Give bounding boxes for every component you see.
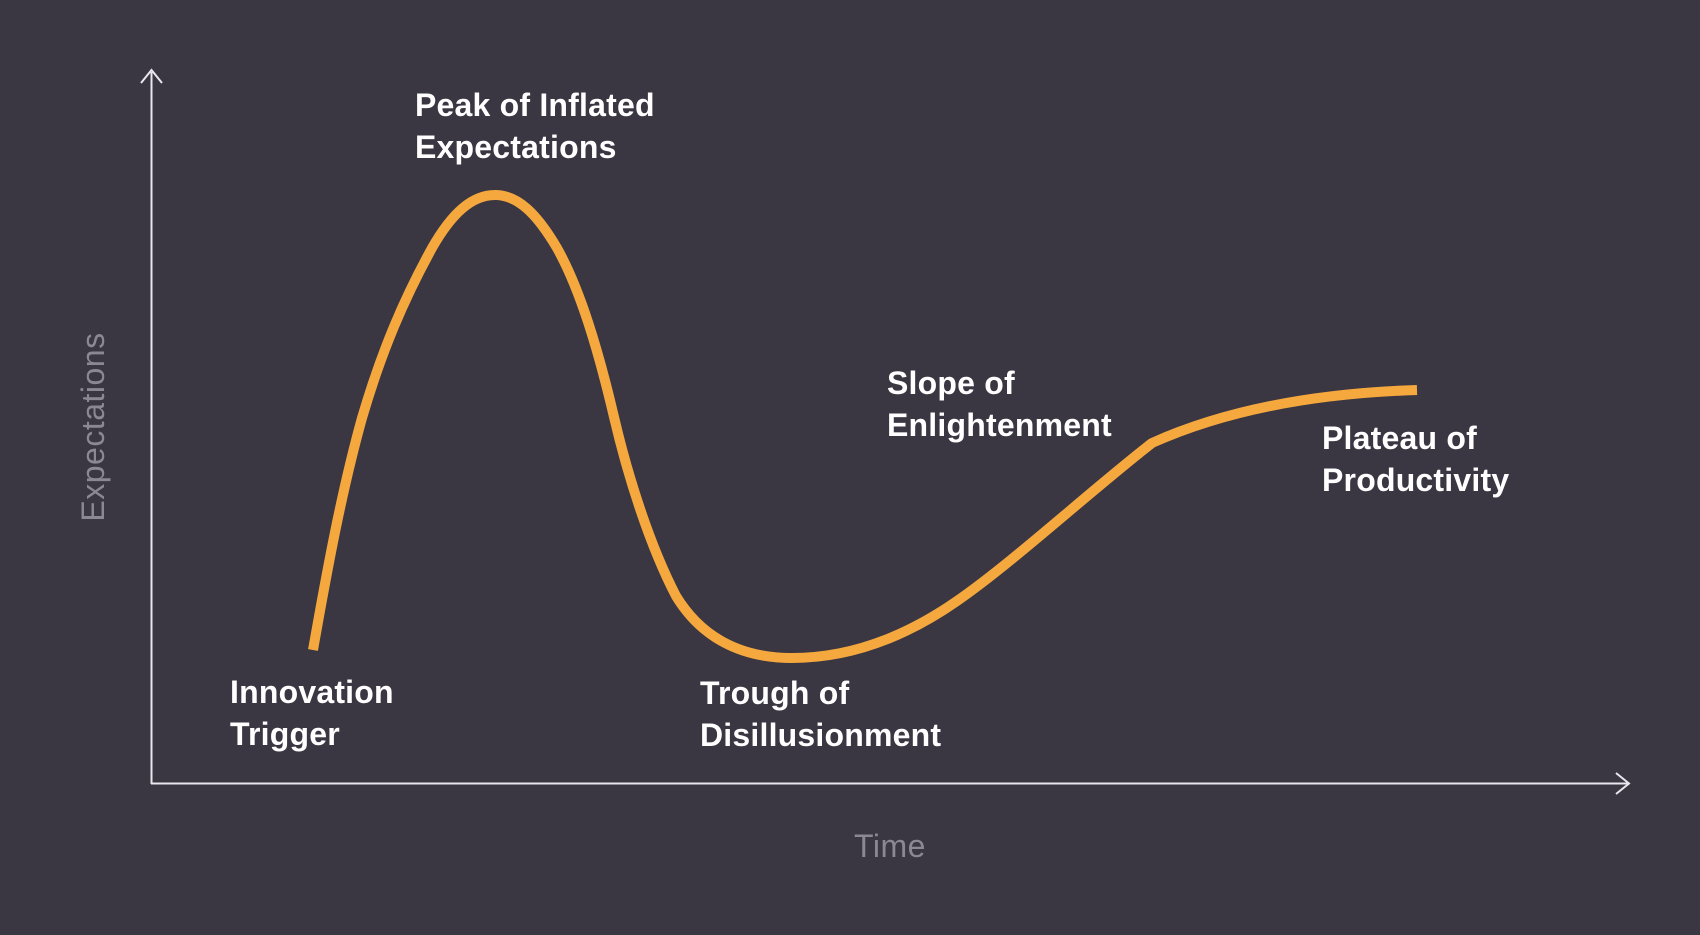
- x-axis-label-time: Time: [854, 828, 926, 864]
- y-axis-arrowhead-icon: [140, 68, 163, 84]
- y-axis-label-expectations: Expectations: [75, 332, 111, 522]
- phase-label-trough-of-disillusionment: Trough of Disillusionment: [700, 675, 942, 753]
- phase-label-peak-of-inflated-expectations: Peak of Inflated Expectations: [415, 87, 655, 165]
- hype-cycle-curve: [308, 190, 1418, 663]
- phase-label-slope-of-enlightenment: Slope of Enlightenment: [887, 365, 1112, 443]
- phase-label-innovation-trigger: Innovation Trigger: [230, 674, 394, 752]
- x-axis-arrowhead-icon: [1615, 772, 1631, 795]
- phase-label-plateau-of-productivity: Plateau of Productivity: [1322, 420, 1510, 498]
